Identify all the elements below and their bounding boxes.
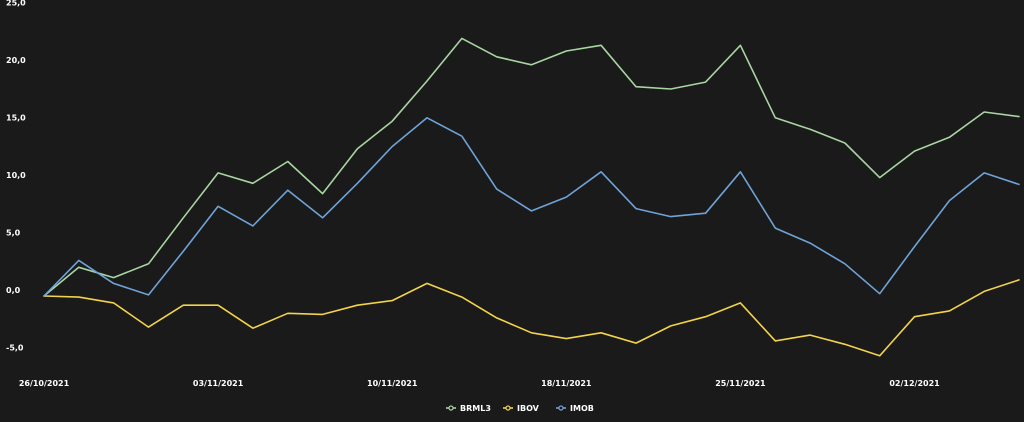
series-line-ibov	[43, 279, 1020, 357]
series-layer	[43, 37, 1020, 357]
legend-label: IBOV	[517, 404, 540, 413]
legend-item-imob[interactable]: IMOB	[556, 404, 594, 413]
legend-item-brml3[interactable]: BRML3	[446, 404, 491, 413]
series-line-imob	[43, 117, 1020, 297]
y-tick-label: 10,0	[6, 171, 26, 180]
legend-label: IMOB	[570, 404, 594, 413]
legend-marker	[505, 405, 511, 411]
x-axis: 26/10/2021 03/11/2021 10/11/2021 18/11/2021…	[19, 379, 940, 388]
y-tick-label: 0,0	[6, 286, 21, 295]
x-tick-label: 26/10/2021	[19, 379, 70, 388]
y-tick-label: 20,0	[6, 56, 26, 65]
legend-marker	[448, 405, 454, 411]
y-tick-label: -5,0	[6, 344, 24, 353]
x-tick-label: 18/11/2021	[541, 379, 592, 388]
legend: BRML3 IBOV IMOB	[446, 404, 594, 413]
y-tick-label: 15,0	[6, 114, 26, 123]
x-tick-label: 02/12/2021	[889, 379, 940, 388]
y-axis: 25,0 20,0 15,0 10,0 5,0 0,0 -5,0	[6, 0, 26, 353]
y-tick-label: 5,0	[6, 229, 21, 238]
series-line-brml3	[43, 37, 1020, 297]
legend-item-ibov[interactable]: IBOV	[503, 404, 540, 413]
legend-marker	[558, 405, 564, 411]
x-tick-label: 10/11/2021	[367, 379, 418, 388]
x-tick-label: 03/11/2021	[193, 379, 244, 388]
y-tick-label: 25,0	[6, 0, 26, 8]
legend-label: BRML3	[460, 404, 491, 413]
x-tick-label: 25/11/2021	[715, 379, 766, 388]
